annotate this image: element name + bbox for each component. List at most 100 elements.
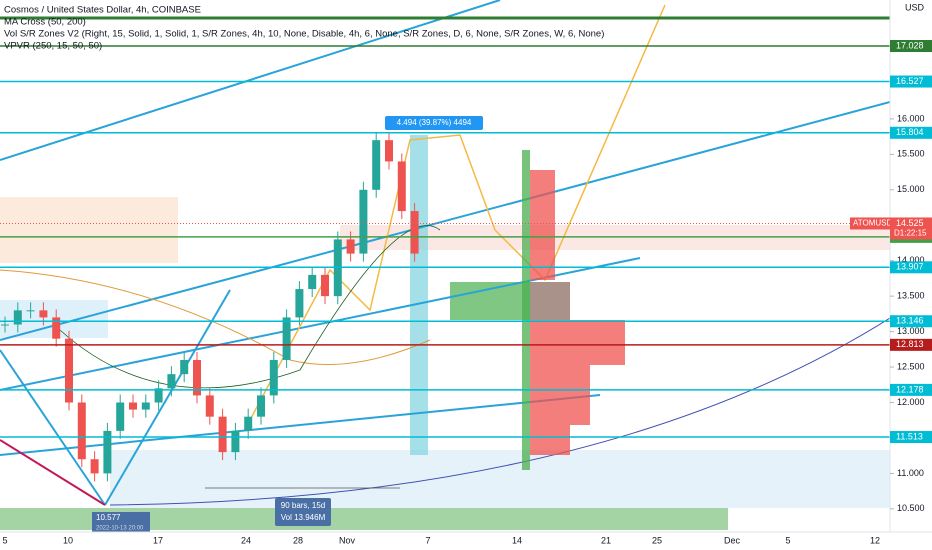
price-badge-label: 12.813 <box>896 339 924 349</box>
candles <box>1 132 419 482</box>
price-badge-label: 16.527 <box>896 76 924 86</box>
price-tick-label: 15.000 <box>897 184 925 194</box>
candle <box>129 402 137 410</box>
zone <box>0 508 728 530</box>
vp-bar <box>522 150 530 470</box>
last-price-badge <box>890 217 932 240</box>
ma-50 <box>59 225 441 389</box>
candle <box>193 359 201 396</box>
symbol-badge <box>850 217 890 230</box>
candle <box>39 310 48 318</box>
candle <box>90 459 99 474</box>
price-badge <box>890 338 932 351</box>
low-time: 2022-10-13 20:00 <box>96 526 144 532</box>
volume-label: Vol 13.946M <box>281 513 326 522</box>
candle <box>218 416 227 453</box>
candle <box>231 430 240 453</box>
indicator: Vol S/R Zones V2 (Right, 15, Solid, 1, S… <box>4 29 604 40</box>
date-tick-label: 17 <box>153 535 163 545</box>
zone <box>110 450 890 508</box>
price-badge <box>890 75 932 88</box>
vp-bar <box>530 170 555 280</box>
symbol-title: Cosmos / United States Dollar, 4h, COINB… <box>4 5 201 16</box>
date-tick-label: 5 <box>2 535 7 545</box>
ma-200 <box>0 269 431 365</box>
date-tick-label: 25 <box>652 535 662 545</box>
price-tick-label: 15.500 <box>897 149 925 159</box>
price-badge-label: 12.178 <box>896 384 924 394</box>
range-label-bg <box>385 116 483 130</box>
candle <box>269 359 278 396</box>
candle <box>65 338 73 403</box>
axis-labels: 17.00016.00015.50015.00014.00013.50013.0… <box>2 40 932 545</box>
date-tick-label: 14 <box>512 535 522 545</box>
price-tick-label: 14.000 <box>897 255 925 265</box>
candle <box>141 402 150 410</box>
price-badge-label: 13.146 <box>896 316 924 326</box>
trendline <box>104 289 231 506</box>
date-tick-label: Dec <box>724 535 741 545</box>
measure-range <box>410 135 428 455</box>
low-label-bg <box>92 512 150 532</box>
last-price: 14.525 <box>896 218 924 228</box>
price-tick-label: 13.000 <box>897 326 925 336</box>
date-tick-label: 24 <box>241 535 251 545</box>
levels <box>0 45 890 438</box>
price-badge-label: 13.907 <box>896 262 924 272</box>
candle <box>52 317 61 339</box>
candle <box>180 359 189 375</box>
date-tick-label: 5 <box>785 535 790 545</box>
candle <box>359 189 368 254</box>
price-badge-label: 15.804 <box>896 127 924 137</box>
bars-label: 90 bars, 15d <box>281 501 325 510</box>
candle <box>116 402 125 431</box>
candle <box>1 324 9 326</box>
zone <box>0 197 178 263</box>
price-badge-label: 11.513 <box>896 431 923 441</box>
price-badge <box>890 40 932 53</box>
date-tick-label: 10 <box>63 535 73 545</box>
vp-bar <box>530 425 570 455</box>
candle <box>410 211 419 254</box>
currency: USD <box>905 2 925 12</box>
price-tick-label: 10.500 <box>897 503 925 513</box>
candle <box>257 395 265 417</box>
trendline <box>0 439 106 506</box>
price-tick-label: 13.500 <box>897 291 925 301</box>
bars-label-bg <box>275 498 331 526</box>
trendline <box>0 394 601 456</box>
price-tick-label: 16.000 <box>897 113 925 123</box>
volume-profile <box>522 150 625 470</box>
price-tick-label: 11.000 <box>897 468 924 478</box>
candle <box>13 310 22 325</box>
trendline <box>0 349 106 506</box>
price-tick-label: 12.500 <box>897 361 925 371</box>
date-tick-label: 7 <box>425 535 430 545</box>
countdown: D1:22:15 <box>894 229 927 238</box>
vp-bar <box>530 320 625 365</box>
indicator: MA Cross (50, 200) <box>4 17 86 28</box>
candle <box>295 289 304 318</box>
candle <box>205 395 214 417</box>
price-badge <box>890 315 932 328</box>
date-tick-label: 12 <box>870 535 880 545</box>
indicator: VPVR (250, 15, 50, 50) <box>4 41 102 52</box>
candle <box>346 239 355 254</box>
price-badge <box>890 383 932 396</box>
price-badge <box>890 126 932 139</box>
vp-bar <box>530 365 590 425</box>
range-label: 4.494 (39.87%) 4494 <box>397 118 472 127</box>
low-label: 10.577 <box>96 513 121 522</box>
curve <box>109 317 891 506</box>
date-tick-label: 28 <box>293 535 303 545</box>
date-tick-label: Nov <box>339 535 356 545</box>
price-badge <box>890 431 932 444</box>
candle <box>397 161 406 212</box>
candle <box>103 430 112 474</box>
zone <box>450 282 530 320</box>
candle <box>282 317 291 360</box>
price-badge <box>890 261 932 274</box>
trendline <box>0 101 891 341</box>
